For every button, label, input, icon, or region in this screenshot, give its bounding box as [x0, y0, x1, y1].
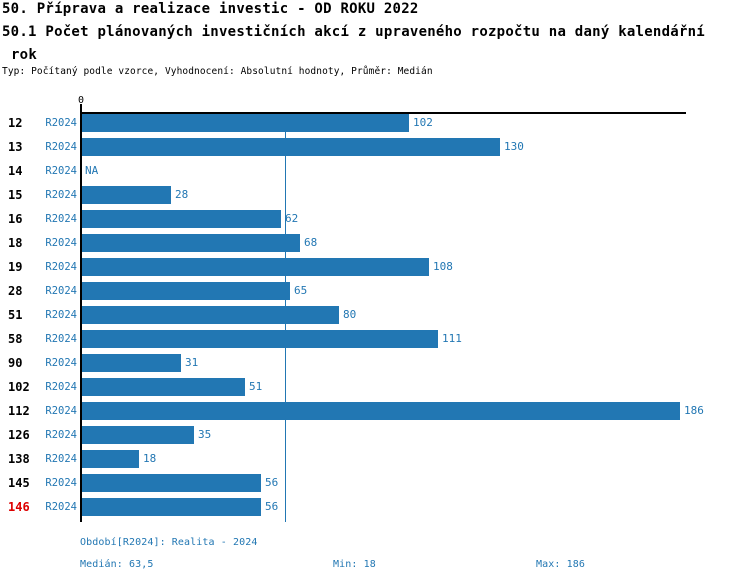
- chart-row: 15 R2024 28: [0, 186, 750, 204]
- row-id-label: 28: [8, 284, 23, 298]
- row-period-label: R2024: [45, 429, 77, 441]
- row-value-label: 108: [433, 260, 453, 273]
- row-value-label: 62: [285, 212, 299, 225]
- chart-row: 13 R2024 130: [0, 138, 750, 156]
- x-axis-origin-label: 0: [77, 95, 85, 106]
- row-id-label: 18: [8, 236, 23, 250]
- chart-row: 90 R2024 31: [0, 354, 750, 372]
- row-bar: [81, 330, 438, 348]
- chart-row: 102 R2024 51: [0, 378, 750, 396]
- row-period-label: R2024: [45, 477, 77, 489]
- row-period-label: R2024: [45, 453, 77, 465]
- row-bar: [81, 186, 171, 204]
- row-period-label: R2024: [45, 165, 77, 177]
- row-value-label: 51: [249, 380, 263, 393]
- chart-row: 28 R2024 65: [0, 282, 750, 300]
- row-id-label: 90: [8, 356, 23, 370]
- indicator-title: 50.1 Počet plánovaných investičních akcí…: [2, 24, 705, 40]
- row-period-label: R2024: [45, 213, 77, 225]
- row-period-label: R2024: [45, 141, 77, 153]
- chart-row: 112 R2024 186: [0, 402, 750, 420]
- row-bar: [81, 306, 339, 324]
- row-period-label: R2024: [45, 237, 77, 249]
- row-value-label: 130: [504, 140, 524, 153]
- row-bar: [81, 258, 429, 276]
- row-period-label: R2024: [45, 405, 77, 417]
- y-axis-line: [80, 104, 82, 522]
- chart-row: 12 R2024 102: [0, 114, 750, 132]
- row-bar: [81, 354, 181, 372]
- row-id-label: 19: [8, 260, 23, 274]
- chart-row: 51 R2024 80: [0, 306, 750, 324]
- row-period-label: R2024: [45, 261, 77, 273]
- row-value-label: 186: [684, 404, 704, 417]
- row-bar: [81, 210, 281, 228]
- row-bar: [81, 378, 245, 396]
- min-stat: Min: 18: [333, 559, 376, 570]
- chart-row: 126 R2024 35: [0, 426, 750, 444]
- row-value-label: 68: [304, 236, 318, 249]
- row-na-label: NA: [85, 164, 99, 177]
- row-value-label: 56: [265, 500, 279, 513]
- row-period-label: R2024: [45, 285, 77, 297]
- row-id-label: 146: [8, 500, 30, 514]
- row-bar: [81, 114, 409, 132]
- row-value-label: 56: [265, 476, 279, 489]
- x-axis-line: [80, 112, 686, 114]
- row-value-label: 102: [413, 116, 433, 129]
- row-id-label: 145: [8, 476, 30, 490]
- row-id-label: 15: [8, 188, 23, 202]
- row-value-label: 35: [198, 428, 212, 441]
- row-value-label: 65: [294, 284, 308, 297]
- row-id-label: 14: [8, 164, 23, 178]
- row-period-label: R2024: [45, 357, 77, 369]
- chart-row: 138 R2024 18: [0, 450, 750, 468]
- row-bar: [81, 498, 261, 516]
- indicator-title-wrap: rok: [11, 47, 38, 63]
- chart-row: 16 R2024 62: [0, 210, 750, 228]
- row-period-label: R2024: [45, 117, 77, 129]
- row-value-label: 18: [143, 452, 157, 465]
- row-value-label: 31: [185, 356, 199, 369]
- row-id-label: 13: [8, 140, 23, 154]
- median-stat: Medián: 63,5: [80, 559, 154, 570]
- row-bar: [81, 282, 290, 300]
- row-id-label: 12: [8, 116, 23, 130]
- row-period-label: R2024: [45, 333, 77, 345]
- chart-row: 145 R2024 56: [0, 474, 750, 492]
- row-period-label: R2024: [45, 309, 77, 321]
- row-bar: [81, 138, 500, 156]
- page-title: 50. Příprava a realizace investic - OD R…: [2, 1, 419, 17]
- period-legend: Období[R2024]: Realita - 2024: [80, 537, 258, 548]
- row-period-label: R2024: [45, 501, 77, 513]
- row-value-label: 111: [442, 332, 462, 345]
- chart-row: 14 R2024 NA: [0, 162, 750, 180]
- row-value-label: 80: [343, 308, 357, 321]
- row-id-label: 112: [8, 404, 30, 418]
- chart-row: 146 R2024 56: [0, 498, 750, 516]
- row-bar: [81, 234, 300, 252]
- indicator-subtitle: Typ: Počítaný podle vzorce, Vyhodnocení:…: [2, 66, 433, 77]
- max-stat: Max: 186: [536, 559, 585, 570]
- row-bar: [81, 402, 680, 420]
- row-id-label: 126: [8, 428, 30, 442]
- row-id-label: 138: [8, 452, 30, 466]
- row-id-label: 16: [8, 212, 23, 226]
- chart-row: 18 R2024 68: [0, 234, 750, 252]
- row-value-label: 28: [175, 188, 189, 201]
- row-bar: [81, 474, 261, 492]
- row-id-label: 58: [8, 332, 23, 346]
- row-bar: [81, 426, 194, 444]
- chart-row: 58 R2024 111: [0, 330, 750, 348]
- row-bar: [81, 450, 139, 468]
- row-id-label: 51: [8, 308, 23, 322]
- row-period-label: R2024: [45, 381, 77, 393]
- chart-row: 19 R2024 108: [0, 258, 750, 276]
- row-period-label: R2024: [45, 189, 77, 201]
- row-id-label: 102: [8, 380, 30, 394]
